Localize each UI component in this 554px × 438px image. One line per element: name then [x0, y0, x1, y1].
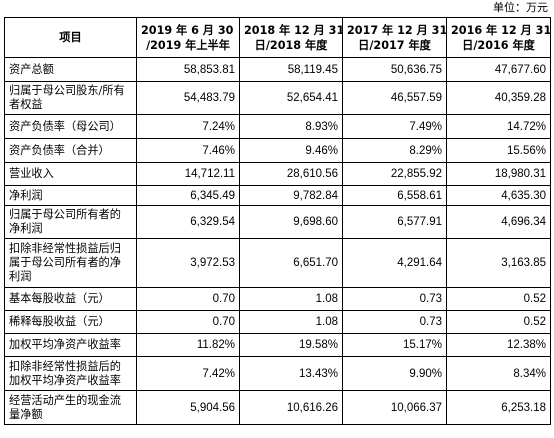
cell-value: 7.24% [136, 114, 240, 139]
cell-value: 18,980.31 [446, 162, 551, 186]
cell-value: 15.56% [446, 138, 551, 163]
cell-value: 58,853.81 [136, 57, 240, 82]
row-label: 资产负债率（合并） [4, 138, 137, 163]
cell-value: 19.58% [239, 333, 343, 357]
row-label: 营业收入 [4, 162, 137, 186]
cell-value: 15.17% [342, 333, 447, 357]
cell-value: 6,651.70 [239, 238, 343, 288]
table-row: 资产总额 58,853.81 58,119.45 50,636.75 47,67… [4, 57, 551, 82]
cell-value: 22,855.92 [342, 162, 447, 186]
cell-value: 46,557.59 [342, 81, 447, 115]
header-col-2016: 2016 年 12 月 31 日/2016 年度 [446, 17, 551, 58]
header-item: 项目 [4, 17, 137, 58]
cell-value: 6,577.91 [342, 205, 447, 239]
cell-value: 9.46% [239, 138, 343, 163]
cell-value: 4,635.30 [446, 185, 551, 206]
cell-value: 58,119.45 [239, 57, 343, 82]
row-label: 归属于母公司所有者的净利润 [4, 205, 137, 239]
row-label: 基本每股收益（元） [4, 287, 137, 311]
cell-value: 52,654.41 [239, 81, 343, 115]
row-label: 稀释每股收益（元） [4, 310, 137, 334]
cell-value: 7.42% [136, 356, 240, 391]
header-col-2018: 2018 年 12 月 31 日/2018 年度 [239, 17, 343, 58]
cell-value: 5,904.56 [136, 390, 240, 425]
row-label: 扣除非经常性损益后归属于母公司所有者的净利润 [4, 238, 137, 288]
cell-value: 8.34% [446, 356, 551, 391]
cell-value: 8.93% [239, 114, 343, 139]
row-label: 经营活动产生的现金流量净额 [4, 390, 137, 425]
header-col-2019h1: 2019 年 6 月 30 日 /2019 年上半年 [136, 17, 240, 58]
cell-value: 50,636.75 [342, 57, 447, 82]
cell-value: 0.70 [136, 310, 240, 334]
table-row: 资产负债率（母公司） 7.24% 8.93% 7.49% 14.72% [4, 114, 551, 139]
cell-value: 0.70 [136, 287, 240, 311]
cell-value: 4,696.34 [446, 205, 551, 239]
table-row: 归属于母公司所有者的净利润 6,329.54 9,698.60 6,577.91… [4, 205, 551, 239]
table-header: 项目 2019 年 6 月 30 日 /2019 年上半年 2018 年 12 … [4, 17, 551, 58]
cell-value: 11.82% [136, 333, 240, 357]
cell-value: 0.73 [342, 310, 447, 334]
cell-value: 47,677.60 [446, 57, 551, 82]
cell-value: 14,712.11 [136, 162, 240, 186]
cell-value: 54,483.79 [136, 81, 240, 115]
cell-value: 0.52 [446, 287, 551, 311]
header-line: 日/2017 年度 [358, 38, 431, 52]
cell-value: 14.72% [446, 114, 551, 139]
cell-value: 6,345.49 [136, 185, 240, 206]
table-body: 资产总额 58,853.81 58,119.45 50,636.75 47,67… [4, 57, 551, 425]
table-row: 经营活动产生的现金流量净额 5,904.56 10,616.26 10,066.… [4, 390, 551, 425]
header-line: 2017 年 12 月 31 [347, 23, 447, 37]
cell-value: 6,329.54 [136, 205, 240, 239]
cell-value: 9.90% [342, 356, 447, 391]
table-row: 基本每股收益（元） 0.70 1.08 0.73 0.52 [4, 287, 551, 311]
cell-value: 9,782.84 [239, 185, 343, 206]
cell-value: 7.49% [342, 114, 447, 139]
table-row: 扣除非经常性损益后归属于母公司所有者的净利润 3,972.53 6,651.70… [4, 238, 551, 288]
cell-value: 12.38% [446, 333, 551, 357]
header-line: 2016 年 12 月 31 [451, 23, 551, 37]
row-label: 净利润 [4, 185, 137, 206]
header-line: 日/2018 年度 [254, 38, 328, 52]
row-label: 归属于母公司股东/所有者权益 [4, 81, 137, 115]
row-label: 加权平均净资产收益率 [4, 333, 137, 357]
cell-value: 7.46% [136, 138, 240, 163]
cell-value: 0.73 [342, 287, 447, 311]
cell-value: 4,291.64 [342, 238, 447, 288]
table-row: 营业收入 14,712.11 28,610.56 22,855.92 18,98… [4, 162, 551, 186]
header-line: 2018 年 12 月 31 [244, 23, 343, 37]
cell-value: 10,066.37 [342, 390, 447, 425]
cell-value: 40,359.28 [446, 81, 551, 115]
row-label: 资产负债率（母公司） [4, 114, 137, 139]
cell-value: 1.08 [239, 287, 343, 311]
table-row: 稀释每股收益（元） 0.70 1.08 0.73 0.52 [4, 310, 551, 334]
table-row: 资产负债率（合并） 7.46% 9.46% 8.29% 15.56% [4, 138, 551, 163]
cell-value: 3,972.53 [136, 238, 240, 288]
cell-value: 6,253.18 [446, 390, 551, 425]
row-label: 扣除非经常性损益后的加权平均净资产收益率 [4, 356, 137, 391]
header-col-2017: 2017 年 12 月 31 日/2017 年度 [342, 17, 447, 58]
row-label: 资产总额 [4, 57, 137, 82]
table-row: 扣除非经常性损益后的加权平均净资产收益率 7.42% 13.43% 9.90% … [4, 356, 551, 391]
cell-value: 13.43% [239, 356, 343, 391]
table-row: 加权平均净资产收益率 11.82% 19.58% 15.17% 12.38% [4, 333, 551, 357]
cell-value: 9,698.60 [239, 205, 343, 239]
unit-label: 单位：万元 [493, 1, 548, 14]
cell-value: 10,616.26 [239, 390, 343, 425]
cell-value: 3,163.85 [446, 238, 551, 288]
header-line: 2019 年 6 月 30 日 [141, 23, 240, 37]
cell-value: 1.08 [239, 310, 343, 334]
cell-value: 0.52 [446, 310, 551, 334]
table-row: 归属于母公司股东/所有者权益 54,483.79 52,654.41 46,55… [4, 81, 551, 115]
header-line: 日/2016 年度 [462, 38, 535, 52]
header-line: /2019 年上半年 [146, 38, 230, 52]
cell-value: 28,610.56 [239, 162, 343, 186]
financial-summary-table: 项目 2019 年 6 月 30 日 /2019 年上半年 2018 年 12 … [4, 17, 551, 425]
cell-value: 6,558.61 [342, 185, 447, 206]
table-row: 净利润 6,345.49 9,782.84 6,558.61 4,635.30 [4, 185, 551, 206]
cell-value: 8.29% [342, 138, 447, 163]
